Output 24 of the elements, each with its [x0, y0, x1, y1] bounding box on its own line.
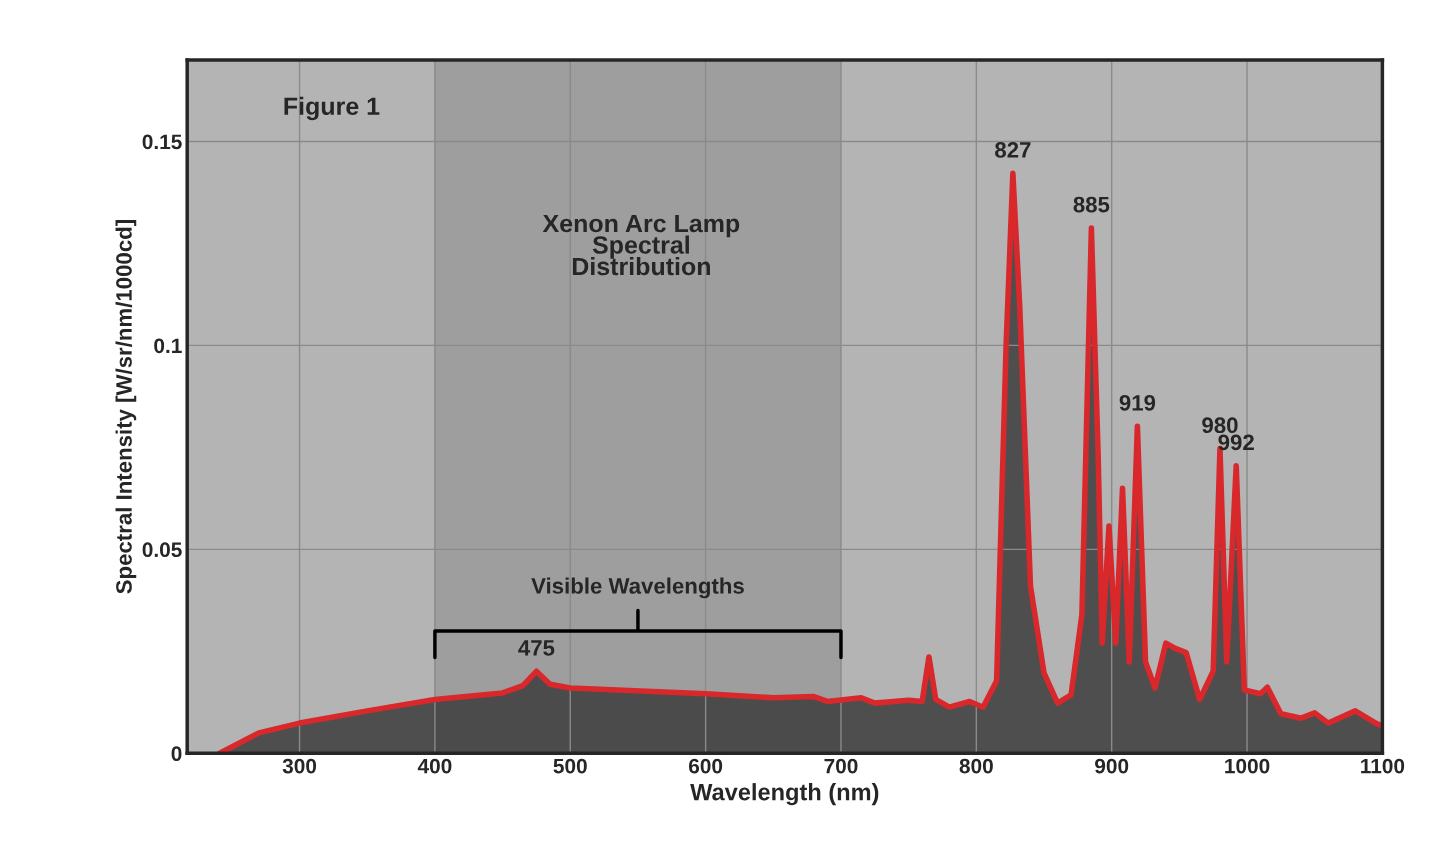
x-tick-label: 400	[417, 758, 452, 774]
annotation: 980	[1202, 417, 1238, 434]
annotation: 475	[518, 640, 555, 656]
x-tick-label: 1100	[1361, 758, 1405, 774]
annotation: 919	[1119, 394, 1156, 411]
y-tick-label: 0.1	[154, 338, 182, 354]
y-tick-label: 0.15	[142, 134, 182, 150]
band-label: Visible Wavelengths	[531, 577, 744, 599]
annotation: 992	[1218, 434, 1254, 451]
x-tick-label: 800	[959, 758, 993, 774]
x-tick-label: 600	[689, 758, 723, 774]
annotation: 885	[1073, 196, 1110, 213]
x-axis-title: Wavelength (nm)	[690, 783, 879, 806]
x-tick-label: 300	[282, 758, 317, 774]
y-axis-title: Spectral Intensity [W/sr/nm/1000cd]	[115, 220, 137, 594]
x-tick-label: 500	[553, 758, 587, 774]
annotation: Figure 1	[284, 96, 380, 121]
x-tick-label: 900	[1095, 758, 1129, 774]
y-tick-label: 0.05	[142, 542, 182, 558]
text: Xenon Arc Lamp Spectral Distribution	[542, 214, 740, 276]
y-tick-label: 0	[171, 746, 182, 762]
annotation: 827	[995, 142, 1031, 158]
x-tick-label: 700	[824, 758, 858, 774]
x-tick-label: 1000	[1225, 758, 1270, 774]
